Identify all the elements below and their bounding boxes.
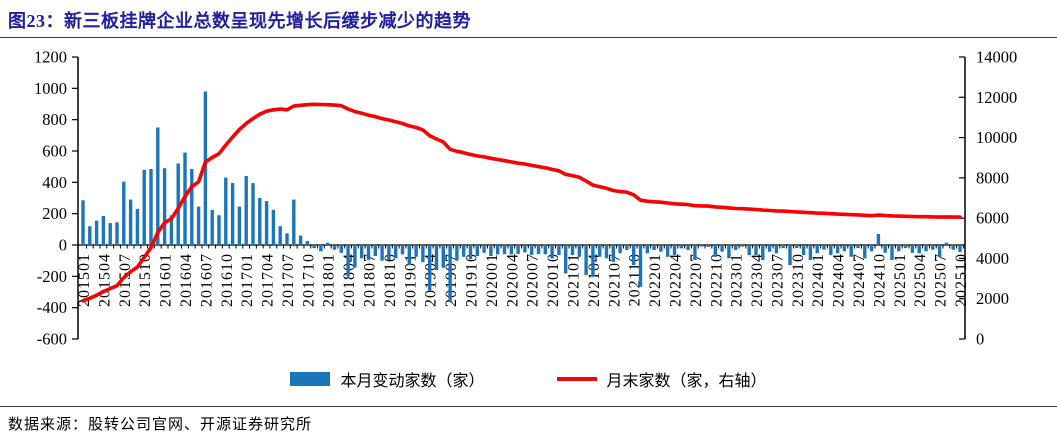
- svg-text:400: 400: [42, 173, 67, 192]
- svg-text:201601: 201601: [158, 253, 175, 307]
- chart-title: 图23：新三板挂牌企业总数呈现先增长后缓步减少的趋势: [8, 11, 471, 31]
- svg-text:201707: 201707: [280, 253, 297, 307]
- svg-text:1000: 1000: [34, 79, 67, 98]
- svg-text:202410: 202410: [871, 253, 888, 307]
- svg-text:202107: 202107: [606, 253, 623, 307]
- svg-text:-400: -400: [37, 298, 67, 317]
- svg-text:201607: 201607: [198, 253, 215, 307]
- svg-text:202301: 202301: [729, 253, 746, 307]
- bar-series-swatch: [290, 372, 331, 386]
- svg-text:201501: 201501: [76, 253, 93, 307]
- svg-text:2000: 2000: [976, 289, 1009, 308]
- svg-text:1200: 1200: [34, 48, 67, 67]
- svg-text:201610: 201610: [219, 253, 236, 307]
- svg-text:202307: 202307: [769, 253, 786, 307]
- footer-divider: [0, 406, 1057, 407]
- svg-text:0: 0: [976, 330, 984, 349]
- svg-text:14000: 14000: [976, 48, 1017, 67]
- svg-text:202407: 202407: [851, 253, 868, 307]
- legend-line-label: 月末家数（家，右轴）: [606, 373, 767, 390]
- svg-text:202210: 202210: [708, 253, 725, 307]
- svg-text:202401: 202401: [810, 253, 827, 307]
- svg-text:-600: -600: [37, 330, 67, 349]
- svg-text:800: 800: [42, 110, 67, 129]
- data-source-note: 数据来源：股转公司官网、开源证券研究所: [8, 417, 313, 433]
- svg-text:8000: 8000: [976, 168, 1009, 187]
- chart-legend: 本月变动家数（家） 月末家数（家，右轴）: [0, 367, 1057, 391]
- svg-text:201710: 201710: [300, 253, 317, 307]
- svg-text:201507: 201507: [117, 253, 134, 307]
- svg-text:201801: 201801: [321, 253, 338, 307]
- svg-text:202101: 202101: [565, 253, 582, 307]
- svg-text:202507: 202507: [933, 253, 950, 307]
- legend-item-bar: 本月变动家数（家）: [290, 367, 485, 391]
- svg-text:201704: 201704: [260, 253, 277, 307]
- svg-text:202001: 202001: [484, 253, 501, 307]
- svg-text:202404: 202404: [831, 253, 848, 307]
- svg-text:202204: 202204: [667, 253, 684, 307]
- svg-text:202004: 202004: [504, 253, 521, 307]
- svg-text:202207: 202207: [688, 253, 705, 307]
- svg-text:201504: 201504: [96, 253, 113, 307]
- svg-text:4000: 4000: [976, 249, 1009, 268]
- svg-text:6000: 6000: [976, 209, 1009, 228]
- svg-text:201510: 201510: [137, 253, 154, 307]
- legend-item-line: 月末家数（家，右轴）: [556, 367, 767, 391]
- svg-text:202304: 202304: [749, 253, 766, 307]
- svg-text:201807: 201807: [362, 253, 379, 307]
- svg-text:202201: 202201: [647, 253, 664, 307]
- svg-text:-200: -200: [37, 267, 67, 286]
- svg-text:10000: 10000: [976, 128, 1017, 147]
- svg-text:0: 0: [59, 236, 67, 255]
- title-divider: [0, 37, 1057, 38]
- svg-text:202504: 202504: [912, 253, 929, 307]
- legend-bar-label: 本月变动家数（家）: [340, 373, 485, 390]
- svg-text:600: 600: [42, 142, 67, 161]
- svg-text:12000: 12000: [976, 88, 1017, 107]
- chart-svg: 120010008006004002000-200-400-6001400012…: [34, 48, 1017, 349]
- svg-text:202104: 202104: [586, 253, 603, 307]
- svg-text:202510: 202510: [953, 253, 970, 307]
- svg-text:202501: 202501: [892, 253, 909, 307]
- svg-text:201810: 201810: [382, 253, 399, 307]
- line-series-swatch: [556, 377, 597, 381]
- svg-text:200: 200: [42, 204, 67, 223]
- svg-text:201701: 201701: [239, 253, 256, 307]
- svg-text:201910: 201910: [464, 253, 481, 307]
- svg-text:201901: 201901: [402, 253, 419, 307]
- svg-text:202310: 202310: [790, 253, 807, 307]
- svg-text:202010: 202010: [545, 253, 562, 307]
- svg-text:201604: 201604: [178, 253, 195, 307]
- svg-text:202007: 202007: [525, 253, 542, 307]
